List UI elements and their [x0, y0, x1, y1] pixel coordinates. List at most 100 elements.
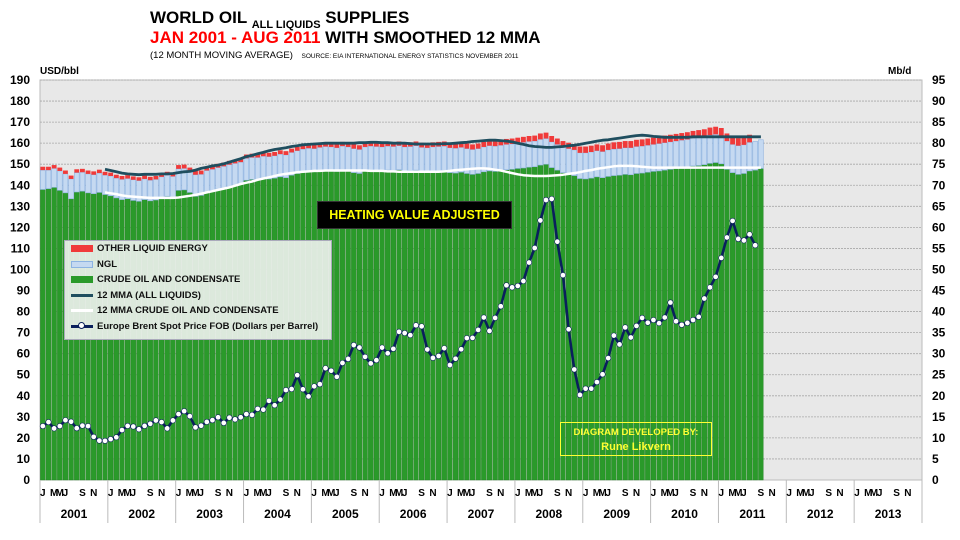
- brent-price-point: [152, 417, 159, 424]
- brent-price-point: [186, 413, 193, 420]
- brent-price-point: [531, 245, 538, 252]
- bar-ngl: [537, 139, 544, 166]
- x-tick-month: J: [108, 488, 114, 499]
- brent-price-point: [514, 282, 521, 289]
- bar-other: [40, 166, 46, 171]
- bar-ngl: [577, 152, 583, 179]
- x-tick-month: N: [361, 488, 368, 499]
- x-tick-month: J: [244, 488, 250, 499]
- brent-price-point: [469, 334, 476, 341]
- bar-other: [79, 168, 85, 173]
- bar-ngl: [311, 148, 317, 173]
- x-tick-month: J: [583, 488, 589, 499]
- brent-price-point: [543, 197, 550, 204]
- x-tick-month: M: [457, 488, 465, 499]
- x-tick-year: 2007: [468, 507, 495, 521]
- bar-ngl: [582, 152, 589, 180]
- bar-other: [571, 144, 577, 150]
- x-tick-month: M: [321, 488, 329, 499]
- bar-ngl: [305, 147, 312, 172]
- x-tick-month: S: [893, 488, 900, 499]
- x-tick-month: N: [836, 488, 843, 499]
- x-tick-month: J: [402, 488, 408, 499]
- x-tick-month: M: [259, 488, 267, 499]
- x-tick-month: N: [90, 488, 97, 499]
- brent-price-point: [690, 316, 697, 323]
- bar-other: [651, 137, 656, 145]
- legend-label: 12 MMA (ALL LIQUIDS): [97, 289, 201, 301]
- brent-price-point: [503, 282, 510, 289]
- y-tick-right: 70: [932, 178, 946, 192]
- bar-ngl: [622, 147, 628, 175]
- brent-price-point: [576, 391, 583, 398]
- y-tick-left: 110: [11, 241, 31, 255]
- bar-ngl: [328, 146, 334, 171]
- brent-price-point: [328, 367, 335, 374]
- x-tick-month: S: [486, 488, 493, 499]
- brent-price-point: [610, 332, 617, 339]
- bar-ngl: [724, 140, 730, 170]
- x-tick-year: 2004: [264, 507, 291, 521]
- brent-price-point: [56, 423, 63, 430]
- bar-other: [735, 138, 741, 146]
- brent-price-point: [45, 419, 52, 426]
- right-axis-unit: Mb/d: [888, 66, 912, 77]
- y-tick-right: 80: [932, 136, 946, 150]
- brent-price-point: [260, 406, 267, 413]
- y-tick-left: 150: [10, 157, 30, 171]
- y-tick-left: 140: [10, 178, 30, 192]
- bar-ngl: [605, 149, 611, 177]
- x-tick-month: J: [198, 488, 204, 499]
- x-tick-month: N: [497, 488, 504, 499]
- brent-price-point: [215, 414, 222, 421]
- bar-ngl: [254, 157, 261, 181]
- bar-other: [424, 143, 430, 148]
- brent-price-point: [68, 418, 75, 425]
- bar-other: [153, 176, 159, 180]
- brent-price-point: [446, 362, 453, 369]
- bar-ngl: [673, 140, 679, 169]
- bar-other: [543, 132, 549, 139]
- brent-price-point: [254, 405, 261, 412]
- x-tick-year: 2002: [128, 507, 155, 521]
- bar-other: [272, 152, 278, 156]
- bar-other: [193, 170, 198, 175]
- brent-price-point: [356, 344, 363, 351]
- bar-other: [684, 132, 690, 140]
- bar-crude: [752, 169, 758, 481]
- bar-ngl: [74, 172, 80, 193]
- brent-price-point: [752, 242, 759, 249]
- brent-price-point: [695, 313, 702, 320]
- bar-ngl: [418, 147, 425, 173]
- bar-ngl: [345, 146, 351, 171]
- bar-ngl: [401, 146, 408, 172]
- bar-ngl: [243, 158, 250, 181]
- bar-ngl: [667, 141, 674, 170]
- y-tick-right: 20: [932, 389, 946, 403]
- bar-other: [594, 144, 600, 151]
- bar-other: [453, 143, 458, 149]
- y-tick-right: 45: [932, 284, 946, 298]
- brent-price-point: [650, 316, 657, 323]
- y-tick-left: 70: [17, 326, 31, 340]
- bar-ngl: [509, 143, 515, 170]
- x-tick-month: S: [283, 488, 290, 499]
- y-tick-left: 20: [17, 431, 31, 445]
- x-tick-month: J: [379, 488, 385, 499]
- bar-ngl: [441, 145, 447, 171]
- bar-other: [520, 136, 526, 143]
- bar-other: [57, 167, 63, 171]
- bar-ngl: [543, 138, 549, 165]
- bar-ngl: [45, 169, 52, 189]
- brent-price-point: [429, 354, 436, 361]
- x-tick-month: M: [593, 488, 601, 499]
- brent-price-point: [339, 359, 346, 366]
- bar-other: [526, 136, 532, 142]
- brent-price-point: [373, 357, 380, 364]
- bar-ngl: [164, 174, 170, 197]
- x-tick-year: 2009: [603, 507, 630, 521]
- y-tick-right: 95: [932, 73, 946, 87]
- bar-other: [611, 142, 617, 150]
- brent-price-point: [735, 235, 742, 242]
- bar-ngl: [599, 151, 606, 178]
